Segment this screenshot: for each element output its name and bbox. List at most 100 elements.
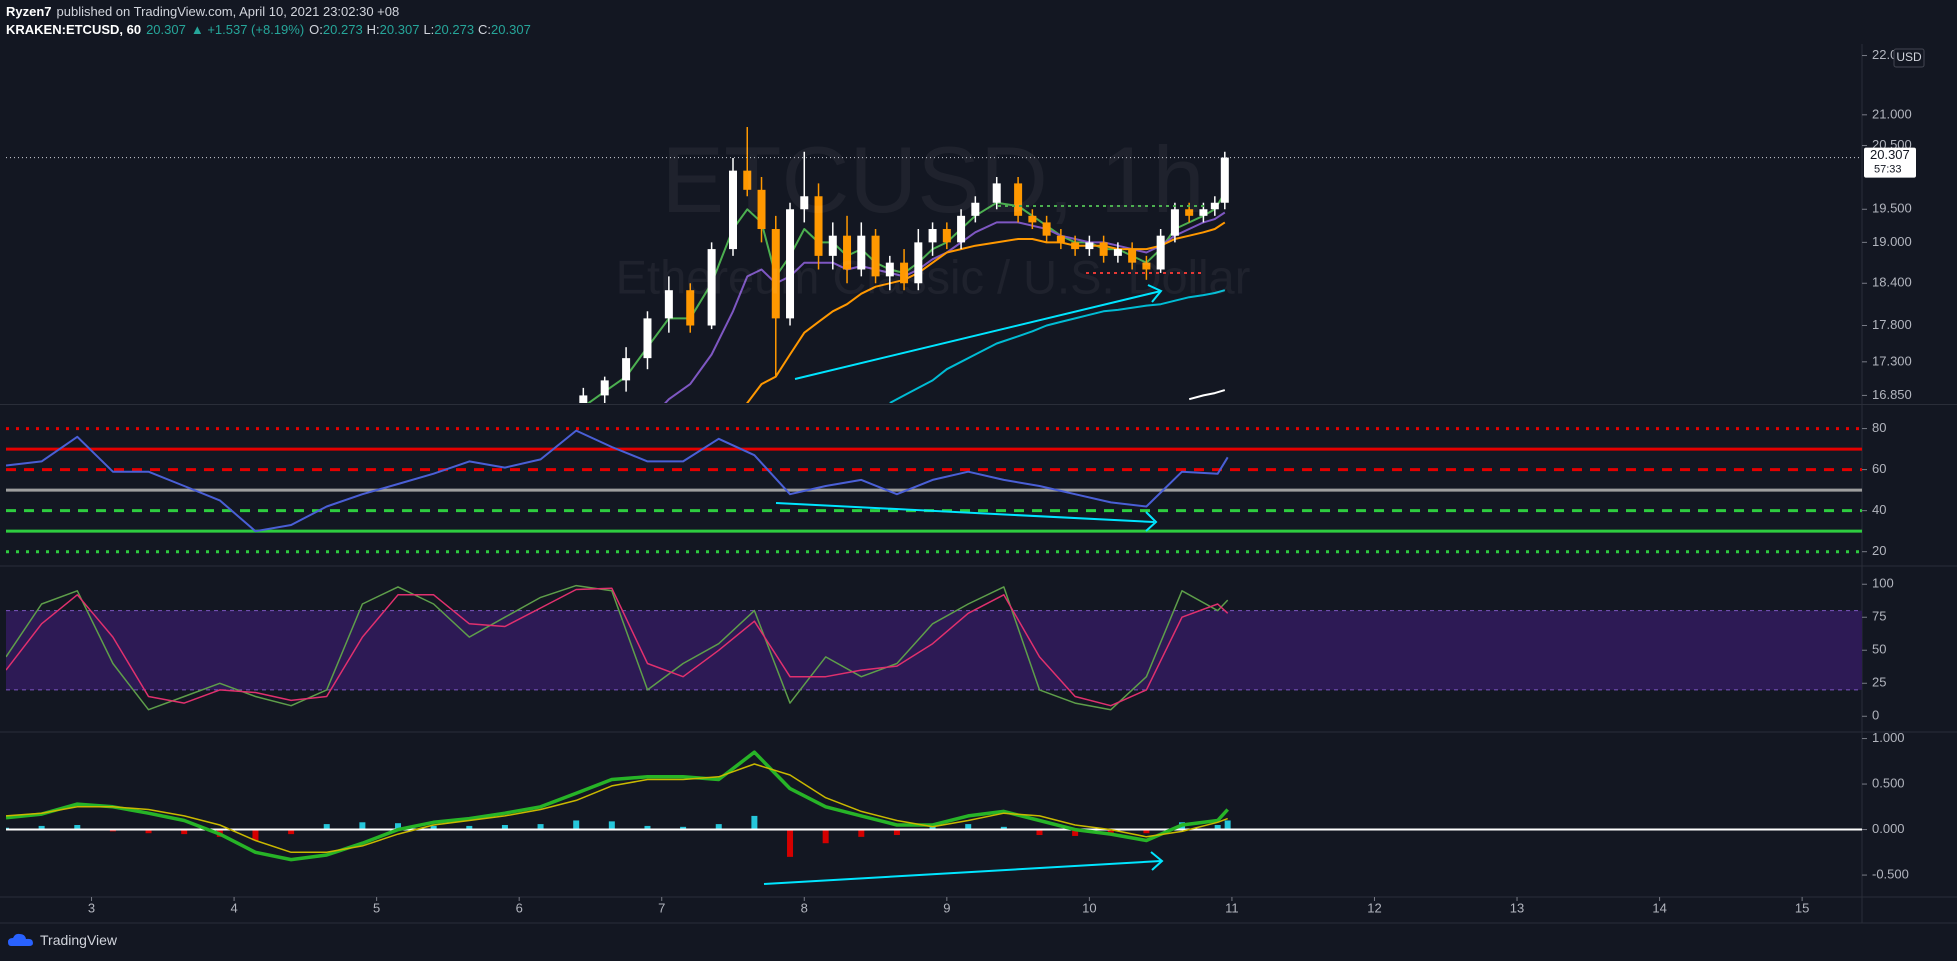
histogram-bar [965,824,972,830]
ohlc-value: 20.307 [379,22,420,37]
y-tick-label: 40 [1872,502,1886,517]
y-tick-label: 19.000 [1872,234,1912,249]
candle-body [885,262,894,277]
candle-body [1220,157,1229,203]
histogram-bar [1107,829,1114,835]
x-tick-label: 12 [1367,900,1381,915]
histogram-bar [466,825,473,830]
y-tick-label: 18.400 [1872,275,1912,290]
candle-body [1085,242,1094,250]
y-tick-label: 75 [1872,609,1886,624]
histogram-bar [787,829,794,857]
symbol-line: KRAKEN:ETCUSD, 60 20.307 ▲ +1.537 (+8.19… [6,21,531,39]
candle-body [600,380,609,396]
y-tick-label: 0.000 [1872,821,1905,836]
candle-body [1099,242,1108,256]
candle-body [814,196,823,256]
histogram-bar [1072,829,1079,836]
y-tick-label: 0.500 [1872,775,1905,790]
price-label-box [1864,147,1916,178]
candle-body [957,215,966,243]
currency: USD [1896,50,1922,64]
candle-body [914,242,923,284]
candle-body [1113,249,1122,256]
y-tick-label: 1.000 [1872,730,1905,745]
candle-body [686,290,695,326]
watermark: ETCUSD, 1h [661,127,1204,232]
panel [6,750,1862,862]
candle-body [1042,222,1051,236]
candle-body [1071,242,1080,250]
candle-body [871,235,880,277]
candle-body [1185,209,1194,216]
candle-body [743,170,752,190]
histogram-bar [1214,825,1221,830]
y-tick-label: 17.800 [1872,317,1912,332]
histogram-bar [608,821,615,830]
histogram-bar [1224,820,1231,830]
candle-body [707,249,716,326]
histogram-bar [1143,829,1150,834]
x-tick-label: 4 [230,900,237,915]
x-tick-label: 7 [658,900,665,915]
series-line [6,750,1229,862]
plot-layer: 22.021.00020.50019.50019.00018.40017.800… [6,47,1925,915]
histogram-bar [501,825,508,830]
series-line [6,584,1229,711]
arrow-head [1150,851,1164,871]
candle-body [1156,235,1165,270]
histogram-bar [644,825,651,830]
histogram-bar [573,820,580,830]
x-tick-label: 11 [1225,900,1239,915]
watermark: Ethereum Classic / U.S. Dollar [616,250,1251,303]
candle-body [786,209,795,319]
trendline-arrow [794,290,1162,380]
candle-body [622,358,631,381]
histogram-bar [715,824,722,830]
candle-body [664,290,673,319]
ohlc-legend: O:20.273 H:20.307 L:20.273 C:20.307 [309,21,531,39]
candle-body [800,196,809,210]
y-tick-label: 0 [1872,708,1879,723]
header: Ryzen7 published on TradingView.com, Apr… [6,3,531,39]
panel [6,584,1862,711]
histogram-bar [1036,829,1043,836]
symbol: KRAKEN:ETCUSD, 60 [6,22,142,37]
candle-body [971,202,980,216]
histogram-bar [929,826,936,830]
y-tick-label: 50 [1872,642,1886,657]
ohlc-value: 20.273 [322,22,363,37]
candle-body [1056,235,1065,243]
change: ▲ +1.537 (+8.19%) [190,22,305,37]
x-tick-label: 9 [943,900,950,915]
x-tick-label: 14 [1652,900,1666,915]
histogram-bar [74,825,81,830]
candle-body [1170,209,1179,236]
arrow-head [1147,284,1163,303]
x-tick-label: 13 [1510,900,1524,915]
y-tick-label: 16.850 [1872,387,1912,402]
histogram-bar [252,829,259,841]
histogram-bar [38,825,45,830]
published: published on TradingView.com, April 10, … [56,4,400,19]
y-tick-label: 100 [1872,576,1894,591]
histogram-bar [145,829,152,834]
footer: TradingView [8,932,117,948]
candle-body [643,318,652,359]
ohlc-label: C:20.307 [478,22,531,37]
price: 20.307 [146,22,186,37]
histogram-bar [323,824,330,830]
candle-body [1210,202,1219,210]
panel [6,427,1862,554]
drawings [763,205,1204,885]
candle-body [1142,262,1151,270]
panel [579,127,1229,403]
y-tick-label: 17.300 [1872,353,1912,368]
histogram-bar [822,829,829,844]
histogram-bar [1000,826,1007,830]
x-tick-label: 15 [1795,900,1809,915]
histogram-bar [430,825,437,830]
trendline-arrow [775,502,1155,523]
series-line [6,763,1228,854]
